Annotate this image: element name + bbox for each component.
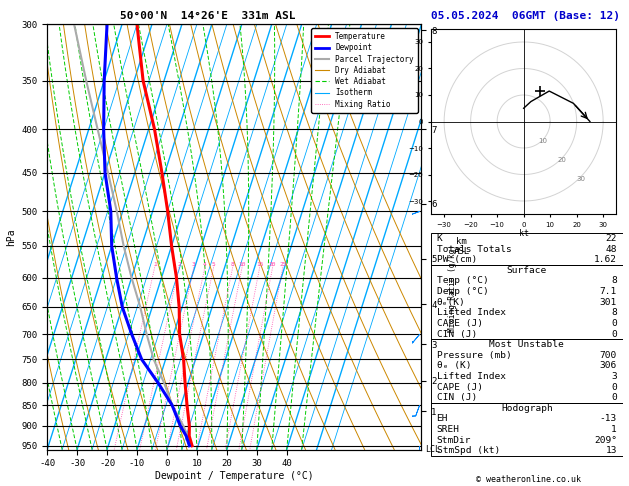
- Text: K: K: [437, 234, 442, 243]
- Bar: [431, 233, 623, 265]
- Text: Lifted Index: Lifted Index: [437, 372, 506, 381]
- Text: 20: 20: [269, 262, 276, 267]
- Text: StmSpd (kt): StmSpd (kt): [437, 446, 500, 455]
- Text: 8: 8: [611, 277, 617, 285]
- Y-axis label: hPa: hPa: [6, 228, 16, 246]
- Text: 15: 15: [256, 262, 264, 267]
- Bar: [431, 265, 623, 339]
- Text: 5: 5: [212, 262, 216, 267]
- Text: 48: 48: [606, 244, 617, 254]
- Bar: [431, 339, 623, 403]
- Text: 30: 30: [576, 176, 586, 182]
- Text: 22: 22: [606, 234, 617, 243]
- Text: 2: 2: [177, 262, 181, 267]
- Text: 0: 0: [611, 382, 617, 392]
- Text: -13: -13: [599, 415, 617, 423]
- Text: Most Unstable: Most Unstable: [489, 340, 564, 349]
- Text: Hodograph: Hodograph: [501, 404, 553, 413]
- Text: Dewp (°C): Dewp (°C): [437, 287, 488, 296]
- X-axis label: Dewpoint / Temperature (°C): Dewpoint / Temperature (°C): [155, 471, 314, 481]
- Text: EH: EH: [437, 415, 448, 423]
- X-axis label: kt: kt: [519, 229, 528, 238]
- Text: © weatheronline.co.uk: © weatheronline.co.uk: [476, 474, 581, 484]
- Text: SREH: SREH: [437, 425, 460, 434]
- Text: θₑ(K): θₑ(K): [437, 298, 465, 307]
- Text: θₑ (K): θₑ (K): [437, 361, 471, 370]
- Text: 3: 3: [611, 372, 617, 381]
- Bar: [431, 403, 623, 456]
- Text: CIN (J): CIN (J): [437, 330, 477, 339]
- Text: 700: 700: [599, 351, 617, 360]
- Text: 3: 3: [192, 262, 196, 267]
- Text: 50°00'N  14°26'E  331m ASL: 50°00'N 14°26'E 331m ASL: [120, 11, 296, 21]
- Text: Surface: Surface: [507, 266, 547, 275]
- Y-axis label: km
ASL: km ASL: [454, 237, 470, 256]
- Text: 209°: 209°: [594, 435, 617, 445]
- Text: 0: 0: [611, 393, 617, 402]
- Text: 301: 301: [599, 298, 617, 307]
- Text: Pressure (mb): Pressure (mb): [437, 351, 511, 360]
- Text: StmDir: StmDir: [437, 435, 471, 445]
- Text: CAPE (J): CAPE (J): [437, 382, 482, 392]
- Text: Temp (°C): Temp (°C): [437, 277, 488, 285]
- Text: 05.05.2024  06GMT (Base: 12): 05.05.2024 06GMT (Base: 12): [431, 11, 620, 21]
- Text: Totals Totals: Totals Totals: [437, 244, 511, 254]
- Text: PW (cm): PW (cm): [437, 255, 477, 264]
- Text: Lifted Index: Lifted Index: [437, 308, 506, 317]
- Text: 7.1: 7.1: [599, 287, 617, 296]
- Text: 4: 4: [203, 262, 207, 267]
- Text: 20: 20: [557, 156, 566, 163]
- Text: 8: 8: [611, 308, 617, 317]
- Text: 0: 0: [611, 319, 617, 328]
- Text: 8: 8: [231, 262, 235, 267]
- Text: 10: 10: [538, 138, 547, 143]
- Text: CIN (J): CIN (J): [437, 393, 477, 402]
- Text: LCL: LCL: [425, 445, 440, 454]
- Text: CAPE (J): CAPE (J): [437, 319, 482, 328]
- Text: 25: 25: [279, 262, 287, 267]
- Text: 1: 1: [611, 425, 617, 434]
- Text: 13: 13: [606, 446, 617, 455]
- Text: 306: 306: [599, 361, 617, 370]
- Text: 1.62: 1.62: [594, 255, 617, 264]
- Text: Mixing Ratio (g/kg): Mixing Ratio (g/kg): [448, 244, 457, 332]
- Text: 0: 0: [611, 330, 617, 339]
- Legend: Temperature, Dewpoint, Parcel Trajectory, Dry Adiabat, Wet Adiabat, Isotherm, Mi: Temperature, Dewpoint, Parcel Trajectory…: [311, 28, 418, 112]
- Text: 10: 10: [238, 262, 246, 267]
- Text: 1: 1: [153, 262, 157, 267]
